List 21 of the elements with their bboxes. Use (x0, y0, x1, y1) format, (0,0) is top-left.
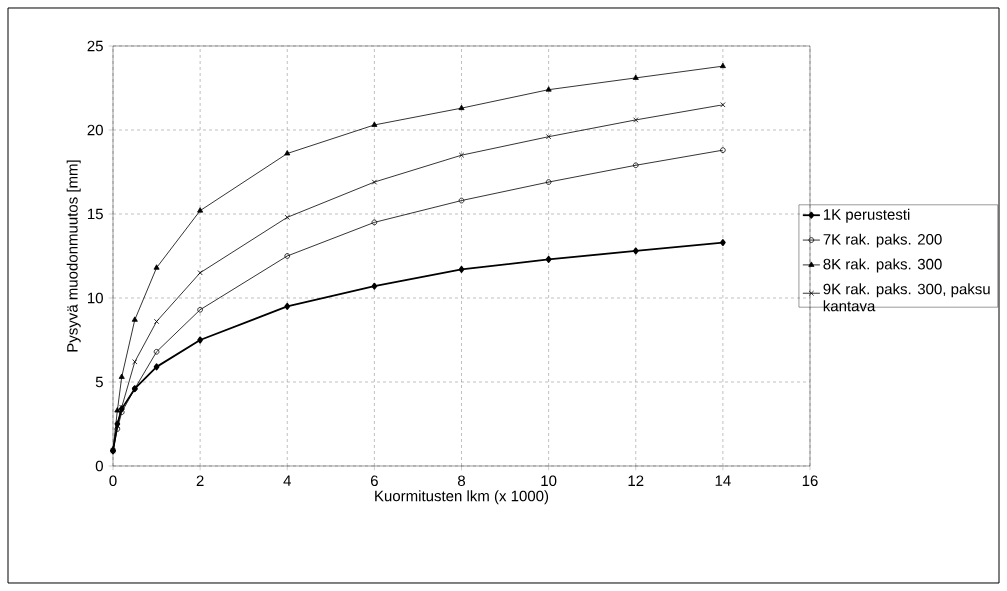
x-tick-label: 6 (370, 475, 378, 487)
x-axis-title: Kuormitusten lkm (x 1000) (375, 490, 549, 505)
x-tick-label: 4 (283, 475, 291, 486)
y-tick-label: 20 (87, 124, 103, 136)
y-tick-label: 15 (88, 208, 103, 220)
x-tick-label: 14 (715, 475, 731, 486)
y-tick-label: 25 (87, 40, 103, 52)
legend-label: 9K rak. paks. 300, paksu kantava (823, 283, 990, 312)
y-axis-title: Pysyvä muodonmuutos [mm] (66, 160, 81, 352)
x-tick-label: 16 (802, 475, 818, 487)
x-tick-label: 12 (628, 475, 644, 486)
legend-label: 1K perustesti (823, 208, 910, 223)
x-tick-label: 8 (457, 475, 466, 487)
x-tick-label: 2 (196, 475, 204, 486)
x-tick-label: 0 (109, 475, 117, 487)
legend-label: 8K rak. paks. 300 (823, 258, 942, 273)
y-tick-label: 0 (95, 460, 103, 472)
y-tick-label: 5 (95, 376, 103, 388)
legend-label: 7K rak. paks. 200 (823, 233, 942, 248)
y-tick-label: 10 (88, 292, 103, 304)
x-tick-label: 10 (541, 475, 557, 487)
